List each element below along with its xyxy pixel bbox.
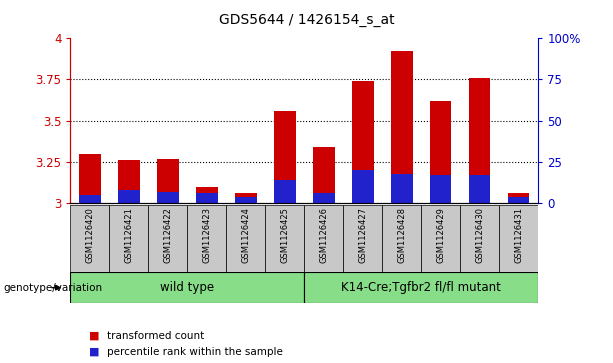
Bar	[313, 193, 335, 203]
Bar	[118, 190, 140, 203]
Bar	[313, 147, 335, 203]
Text: GSM1126423: GSM1126423	[202, 207, 211, 263]
Bar	[226, 205, 265, 272]
Bar	[508, 197, 530, 203]
Bar	[196, 187, 218, 203]
Text: GDS5644 / 1426154_s_at: GDS5644 / 1426154_s_at	[219, 13, 394, 27]
Bar	[79, 154, 101, 203]
Bar	[430, 101, 452, 203]
Text: ■: ■	[89, 331, 99, 341]
Bar	[110, 205, 148, 272]
Bar	[235, 197, 257, 203]
Text: K14-Cre;Tgfbr2 fl/fl mutant: K14-Cre;Tgfbr2 fl/fl mutant	[341, 281, 501, 294]
Bar	[391, 174, 413, 203]
Bar	[352, 81, 373, 203]
Text: GSM1126429: GSM1126429	[436, 207, 445, 263]
Bar	[469, 175, 490, 203]
Bar	[460, 205, 499, 272]
Bar	[391, 51, 413, 203]
Bar	[196, 193, 218, 203]
Bar	[274, 111, 295, 203]
Bar	[79, 195, 101, 203]
Bar	[265, 205, 305, 272]
Bar	[469, 78, 490, 203]
Text: GSM1126426: GSM1126426	[319, 207, 329, 263]
Text: percentile rank within the sample: percentile rank within the sample	[107, 347, 283, 357]
Text: GSM1126427: GSM1126427	[359, 207, 367, 263]
Bar	[352, 170, 373, 203]
Bar	[118, 160, 140, 203]
Bar	[499, 205, 538, 272]
Bar	[157, 192, 178, 203]
Bar	[421, 205, 460, 272]
Text: wild type: wild type	[161, 281, 215, 294]
Text: genotype/variation: genotype/variation	[3, 283, 102, 293]
Bar	[148, 205, 188, 272]
Bar	[305, 272, 538, 303]
Bar	[157, 159, 178, 203]
Bar	[383, 205, 421, 272]
Text: transformed count: transformed count	[107, 331, 205, 341]
Text: GSM1126424: GSM1126424	[242, 207, 250, 263]
Bar	[430, 175, 452, 203]
Text: GSM1126422: GSM1126422	[164, 207, 172, 263]
Text: GSM1126420: GSM1126420	[85, 207, 94, 263]
Bar	[343, 205, 383, 272]
Bar	[70, 205, 110, 272]
Bar	[188, 205, 226, 272]
Bar	[274, 180, 295, 203]
Text: GSM1126425: GSM1126425	[280, 207, 289, 263]
Text: ■: ■	[89, 347, 99, 357]
Text: GSM1126421: GSM1126421	[124, 207, 134, 263]
Bar	[305, 205, 343, 272]
Bar	[70, 272, 305, 303]
Bar	[508, 193, 530, 203]
Bar	[235, 193, 257, 203]
Text: GSM1126430: GSM1126430	[475, 207, 484, 263]
Text: GSM1126431: GSM1126431	[514, 207, 524, 263]
Text: GSM1126428: GSM1126428	[397, 207, 406, 263]
